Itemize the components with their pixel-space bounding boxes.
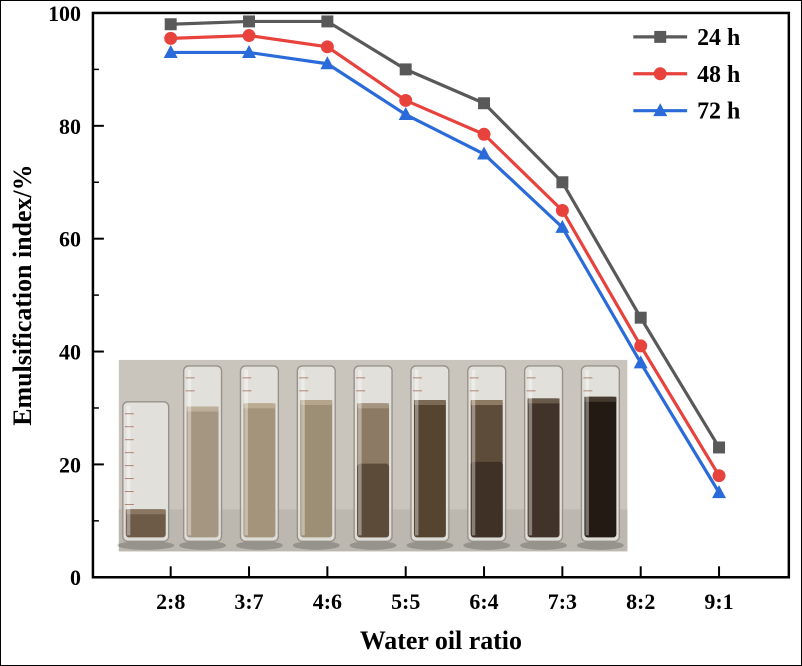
y-tick-label: 20 xyxy=(59,452,81,477)
legend-label: 72 h xyxy=(697,99,740,125)
series-48h xyxy=(164,29,726,483)
test-tube xyxy=(122,401,170,543)
x-tick-label: 5:5 xyxy=(391,589,420,614)
y-tick-label: 60 xyxy=(59,227,81,252)
x-tick-label: 2:8 xyxy=(156,589,185,614)
x-tick-label: 3:7 xyxy=(234,589,263,614)
x-axis-title: Water oil ratio xyxy=(360,626,522,655)
y-axis-title: Emulsification index/% xyxy=(8,164,37,425)
series-72h xyxy=(163,44,727,499)
legend-label: 48 h xyxy=(697,62,740,88)
y-tick-label: 0 xyxy=(70,565,81,590)
x-tick-label: 4:6 xyxy=(313,589,342,614)
x-tick-label: 6:4 xyxy=(469,589,498,614)
inset-photo-cylinders xyxy=(117,359,628,552)
y-tick-label: 100 xyxy=(48,1,81,26)
x-tick-label: 7:3 xyxy=(548,589,577,614)
legend xyxy=(633,30,688,117)
series-24h xyxy=(164,15,726,454)
legend-label: 24 h xyxy=(697,25,740,51)
y-tick-label: 40 xyxy=(59,340,81,365)
y-tick-label: 80 xyxy=(59,114,81,139)
x-tick-label: 9:1 xyxy=(704,589,733,614)
x-tick-label: 8:2 xyxy=(626,589,655,614)
